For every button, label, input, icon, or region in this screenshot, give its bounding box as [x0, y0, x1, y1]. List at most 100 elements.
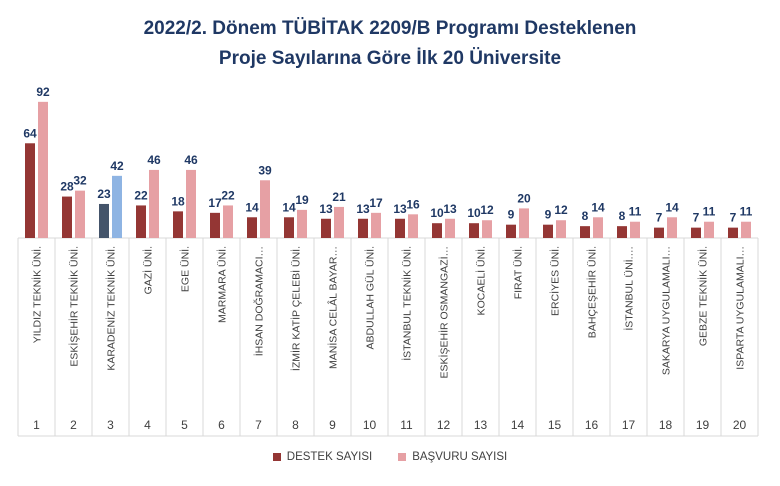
data-label-destek: 9: [508, 208, 515, 222]
rank-label: 1: [33, 418, 40, 432]
data-label-destek: 10: [430, 206, 444, 220]
data-label-basvuru: 11: [740, 205, 753, 219]
bar-basvuru: [667, 217, 677, 238]
data-label-basvuru: 32: [73, 174, 87, 188]
rank-label: 10: [363, 418, 377, 432]
data-label-basvuru: 13: [443, 202, 457, 216]
bar-destek: [432, 223, 442, 238]
data-label-destek: 14: [282, 200, 296, 214]
rank-label: 17: [622, 418, 636, 432]
data-label-destek: 17: [208, 196, 222, 210]
chart-legend: DESTEK SAYISI BAŞVURU SAYISI: [0, 451, 780, 463]
data-label-basvuru: 42: [110, 159, 124, 173]
category-label: İSTANBUL TEKNİK ÜNİ.: [401, 246, 414, 361]
data-label-destek: 64: [23, 126, 37, 140]
data-label-basvuru: 12: [480, 203, 494, 217]
bar-basvuru: [149, 169, 159, 238]
category-label: KARADENİZ TEKNİK ÜNİ.: [105, 246, 118, 371]
data-label-basvuru: 12: [554, 203, 568, 217]
rank-label: 4: [144, 418, 151, 432]
category-label: EGE ÜNİ.: [179, 246, 192, 292]
rank-label: 18: [659, 418, 673, 432]
rank-label: 7: [255, 418, 262, 432]
chart-title-line1: 2022/2. Dönem TÜBİTAK 2209/B Programı De…: [143, 18, 637, 39]
data-label-basvuru: 19: [295, 193, 309, 207]
bar-destek: [210, 212, 220, 238]
data-label-destek: 22: [134, 188, 148, 202]
bar-destek: [321, 218, 331, 238]
bar-destek: [543, 224, 553, 238]
legend-item-basvuru: BAŞVURU SAYISI: [398, 451, 507, 463]
rank-label: 20: [733, 418, 747, 432]
bar-destek: [62, 196, 72, 238]
data-label-basvuru: 17: [369, 196, 383, 210]
rank-label: 5: [181, 418, 188, 432]
legend-swatch-basvuru: [398, 453, 407, 461]
category-label: MARMARA ÜNİ.: [216, 246, 229, 323]
bar-destek: [247, 217, 257, 238]
data-label-destek: 13: [356, 202, 370, 216]
bar-basvuru: [408, 214, 418, 238]
data-label-basvuru: 22: [221, 188, 235, 202]
bar-basvuru: [593, 217, 603, 238]
data-label-basvuru: 14: [665, 200, 679, 214]
bar-basvuru: [445, 218, 455, 238]
data-label-basvuru: 20: [517, 191, 531, 205]
bar-basvuru: [482, 220, 492, 238]
rank-label: 13: [474, 418, 488, 432]
category-label: GAZİ ÜNİ.: [142, 246, 155, 294]
legend-label-destek: DESTEK SAYISI: [286, 451, 373, 463]
data-label-basvuru: 46: [147, 153, 161, 167]
category-label: İSTANBUL ÜNİ.…: [623, 246, 636, 331]
data-label-basvuru: 46: [184, 153, 198, 167]
bar-destek: [469, 223, 479, 238]
data-label-destek: 10: [467, 206, 481, 220]
data-label-basvuru: 16: [406, 197, 420, 211]
rank-label: 15: [548, 418, 562, 432]
bar-basvuru: [556, 220, 566, 238]
category-label: ERCİYES ÜNİ.: [549, 246, 562, 316]
data-label-basvuru: 14: [591, 200, 605, 214]
data-label-destek: 28: [60, 180, 74, 194]
rank-label: 3: [107, 418, 114, 432]
bar-basvuru: [630, 221, 640, 238]
category-label: İHSAN DOĞRAMACI…: [253, 246, 266, 356]
data-label-basvuru: 39: [258, 163, 272, 177]
bar-basvuru: [38, 101, 48, 238]
bar-basvuru: [260, 180, 270, 238]
category-label: GEBZE TEKNİK ÜNİ.: [697, 246, 710, 346]
category-label: FIRAT ÜNİ.: [512, 246, 525, 299]
bar-destek: [25, 143, 35, 238]
bar-basvuru: [371, 212, 381, 238]
data-label-destek: 18: [171, 194, 185, 208]
bar-destek: [617, 226, 627, 238]
data-label-destek: 9: [545, 208, 552, 222]
data-label-basvuru: 11: [629, 205, 642, 219]
bar-basvuru: [334, 206, 344, 238]
data-label-destek: 14: [245, 200, 259, 214]
bar-destek: [136, 205, 146, 238]
rank-label: 6: [218, 418, 225, 432]
bar-basvuru: [741, 221, 751, 238]
category-label: ABDULLAH GÜL ÜNİ.: [364, 246, 377, 349]
bar-basvuru: [112, 175, 122, 238]
data-label-destek: 23: [97, 187, 111, 201]
legend-swatch-destek: [272, 453, 281, 461]
chart-title-line2: Proje Sayılarına Göre İlk 20 Üniversite: [218, 48, 562, 69]
bar-destek: [358, 218, 368, 238]
bar-destek: [99, 203, 109, 238]
rank-label: 12: [437, 418, 451, 432]
bar-basvuru: [519, 208, 529, 238]
data-label-destek: 7: [656, 211, 663, 225]
rank-label: 14: [511, 418, 525, 432]
data-label-destek: 7: [693, 211, 700, 225]
category-label: ISPARTA UYGULAMALI…: [735, 246, 747, 370]
bar-basvuru: [223, 205, 233, 238]
bar-destek: [284, 217, 294, 238]
bar-destek: [506, 224, 516, 238]
bar-destek: [654, 227, 664, 238]
legend-item-destek: DESTEK SAYISI: [272, 451, 373, 463]
legend-label-basvuru: BAŞVURU SAYISI: [412, 451, 508, 463]
